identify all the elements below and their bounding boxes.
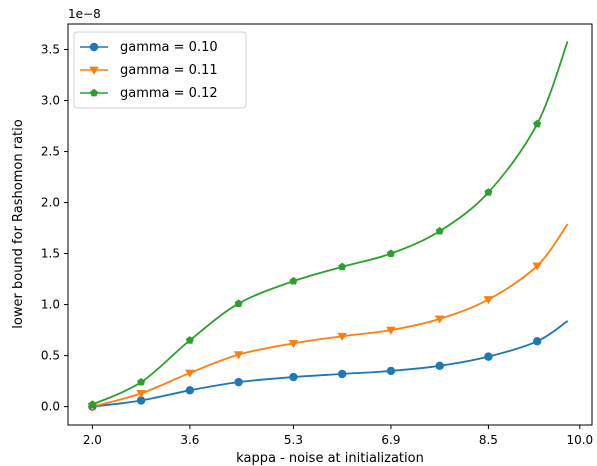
series-2-point: [387, 249, 395, 257]
x-axis-label: kappa - noise at initialization: [236, 451, 424, 466]
x-tick-label: 6.9: [381, 433, 400, 447]
x-axis-ticks: 2.0 3.6 5.3 6.9 8.5 10.0: [83, 425, 593, 447]
plot-markers: [88, 120, 542, 412]
y-tick-label: 2.5: [41, 145, 60, 159]
y-axis-ticks: 0.0 0.5 1.0 1.5 2.0 2.5 3.0 3.5: [41, 43, 68, 414]
series-2-point: [338, 263, 346, 271]
series-0-point: [289, 373, 297, 381]
series-1-point: [484, 296, 494, 304]
y-tick-label: 0.0: [41, 400, 60, 414]
series-0-point: [234, 378, 242, 386]
series-2-point: [289, 277, 297, 285]
x-tick-label: 2.0: [83, 433, 102, 447]
series-0-point: [338, 370, 346, 378]
y-tick-label: 0.5: [41, 349, 60, 363]
series-2-point: [88, 400, 96, 408]
x-tick-label: 5.3: [284, 433, 303, 447]
series-2-point: [137, 378, 145, 386]
x-tick-label: 10.0: [566, 433, 593, 447]
y-tick-label: 2.0: [41, 196, 60, 210]
y-tick-label: 3.5: [41, 43, 60, 57]
y-tick-label: 1.0: [41, 298, 60, 312]
y-axis-label: lower bound for Rashomon ratio: [11, 119, 26, 328]
legend-marker-0: [90, 43, 98, 51]
legend-label-1: gamma = 0.11: [120, 63, 218, 78]
series-2-point: [533, 120, 541, 128]
series-0-point: [484, 352, 492, 360]
y-scale-label: 1e−8: [68, 7, 101, 21]
legend-marker-shape: [90, 43, 98, 51]
series-0-point: [186, 386, 194, 394]
legend: gamma = 0.10 gamma = 0.11 gamma = 0.12: [74, 32, 246, 108]
y-tick-label: 1.5: [41, 247, 60, 261]
x-tick-label: 3.6: [180, 433, 199, 447]
legend-label-0: gamma = 0.10: [120, 40, 218, 55]
legend-label-2: gamma = 0.12: [120, 86, 218, 101]
series-2-point: [235, 299, 243, 307]
series-0-point: [533, 337, 541, 345]
x-tick-label: 8.5: [479, 433, 498, 447]
series-0-point: [435, 362, 443, 370]
y-tick-label: 3.0: [41, 94, 60, 108]
series-0-point: [387, 367, 395, 375]
series-line-1: [92, 224, 567, 407]
series-2-point: [436, 227, 444, 235]
